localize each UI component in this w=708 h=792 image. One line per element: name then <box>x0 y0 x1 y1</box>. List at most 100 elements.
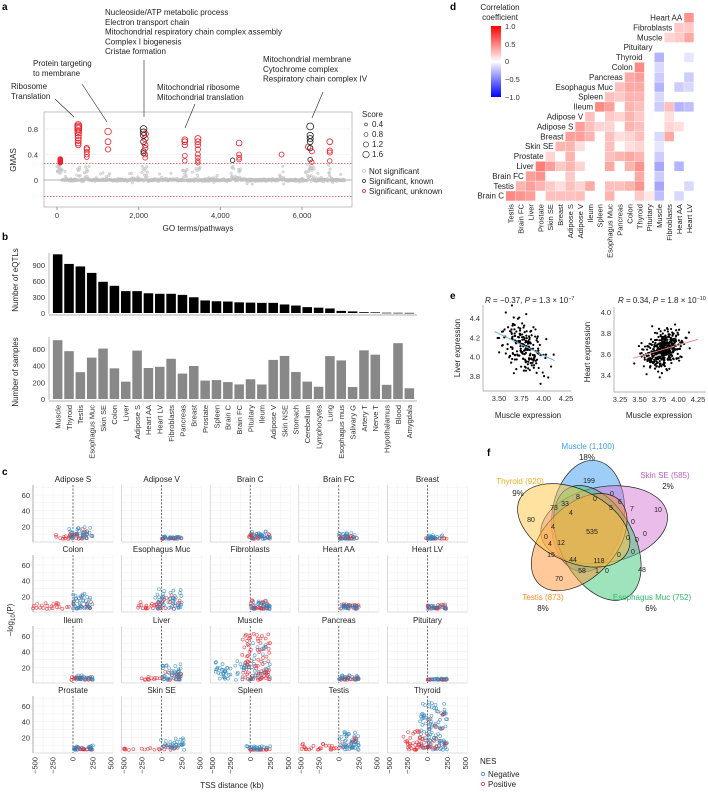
data-point <box>527 345 530 348</box>
venn-region-count: 0 <box>593 496 597 503</box>
panel-label-b: b <box>2 232 8 243</box>
significant-unknown-point <box>74 137 82 144</box>
annotation-text: Protein targeting <box>33 59 92 68</box>
negative-nes-point <box>80 532 85 537</box>
data-point <box>520 365 523 368</box>
row-label: Liver <box>516 162 534 171</box>
positive-nes-point <box>248 601 253 606</box>
not-significant-point <box>169 171 173 175</box>
negative-nes-point <box>88 747 93 752</box>
data-point <box>669 341 672 344</box>
negative-nes-point <box>340 677 345 681</box>
positive-nes-point <box>31 604 36 608</box>
facet-title: Spleen <box>238 686 263 695</box>
x-tick-label: 4.00 <box>671 395 686 404</box>
negative-nes-point <box>355 675 360 680</box>
negative-nes-point <box>427 717 432 722</box>
data-point <box>530 329 533 332</box>
negative-nes-point <box>418 719 422 724</box>
x-tick-label: 4,000 <box>211 211 230 220</box>
facet-heart-aa: Heart AA <box>298 545 380 613</box>
data-point <box>658 360 661 363</box>
x-tick-label: 250 <box>89 757 98 770</box>
correlation-legend: Correlation coefficient 1.0 0.5 0 −0.5 −… <box>480 3 519 102</box>
heatmap-cell <box>664 131 674 142</box>
score-legend-value: 1.6 <box>372 150 384 159</box>
positive-nes-point <box>417 736 422 740</box>
data-point <box>657 327 661 331</box>
column-label: Spleen <box>596 204 605 227</box>
category-label: Amygdala <box>405 404 414 438</box>
legend-significant-known: Significant, known <box>369 177 433 186</box>
venn-region-count: 0 <box>610 491 614 498</box>
negative-nes-point <box>439 676 444 681</box>
negative-nes-point <box>157 595 161 600</box>
positive-nes-point <box>163 670 168 674</box>
data-point <box>661 363 664 366</box>
negative-nes-point <box>349 531 354 535</box>
venn-region-count: 535 <box>586 529 598 536</box>
data-point <box>670 339 673 342</box>
legend-title-line2: coefficient <box>482 13 519 22</box>
category-label: Thyroid <box>65 405 74 430</box>
negative-nes-point <box>74 596 78 601</box>
colorbar-tick: −1.0 <box>505 93 520 102</box>
data-point <box>668 352 671 355</box>
data-point <box>527 340 530 343</box>
data-point <box>525 337 528 340</box>
negative-nes-point <box>179 600 184 605</box>
negative-nes-point <box>168 590 173 595</box>
data-point <box>664 350 668 354</box>
negative-nes-point <box>351 745 356 750</box>
data-point <box>511 335 514 338</box>
heatmap-cell <box>605 131 615 142</box>
negative-nes-point <box>437 725 442 730</box>
facet-fibroblasts: Fibroblasts <box>209 545 291 613</box>
not-significant-point <box>312 167 316 171</box>
negative-nes-point <box>428 605 433 610</box>
heatmap-cell <box>684 102 694 112</box>
row-label: Testis <box>493 182 513 191</box>
heatmap-cell <box>684 181 694 191</box>
negative-nes-point <box>89 534 94 538</box>
not-significant-point <box>238 167 242 171</box>
data-point <box>651 325 654 328</box>
y-tick-label: 0.8 <box>28 125 38 134</box>
data-point <box>529 361 532 365</box>
bar-stomach <box>291 372 301 399</box>
data-point <box>530 358 534 361</box>
negative-nes-point <box>226 676 230 681</box>
negative-nes-point <box>438 747 442 751</box>
significant-unknown-point <box>142 145 149 152</box>
data-point <box>506 343 509 346</box>
bar-breast <box>189 366 199 399</box>
negative-nes-point <box>251 641 255 645</box>
negative-nes-point <box>430 536 435 541</box>
negative-nes-point <box>166 670 170 675</box>
significant-known-point <box>229 157 236 163</box>
category-label: Brain C <box>224 404 233 430</box>
bar-fibroblasts <box>166 358 176 399</box>
heatmap-cell <box>515 181 526 191</box>
negative-nes-point <box>344 738 348 743</box>
negative-nes-point <box>421 715 426 719</box>
not-significant-point <box>101 171 105 175</box>
negative-nes-point <box>68 535 73 539</box>
negative-nes-point <box>79 676 83 681</box>
heatmap-cell <box>634 82 645 92</box>
heatmap-cell <box>605 161 615 171</box>
negative-nes-point <box>439 741 444 745</box>
data-point <box>647 354 650 357</box>
facet-title: Esophagus Muc <box>133 545 190 554</box>
positive-nes-point <box>149 604 154 608</box>
positive-nes-point <box>240 677 245 682</box>
data-point <box>666 330 669 333</box>
y-tick-label: 4.0 <box>470 353 480 362</box>
heatmap-cell <box>575 191 585 201</box>
negative-nes-point <box>75 745 80 749</box>
significant-known-point <box>139 125 148 133</box>
not-significant-point <box>343 179 347 183</box>
not-significant-point <box>245 182 249 186</box>
heatmap-cell <box>654 92 664 102</box>
heatmap-cell <box>654 181 664 191</box>
